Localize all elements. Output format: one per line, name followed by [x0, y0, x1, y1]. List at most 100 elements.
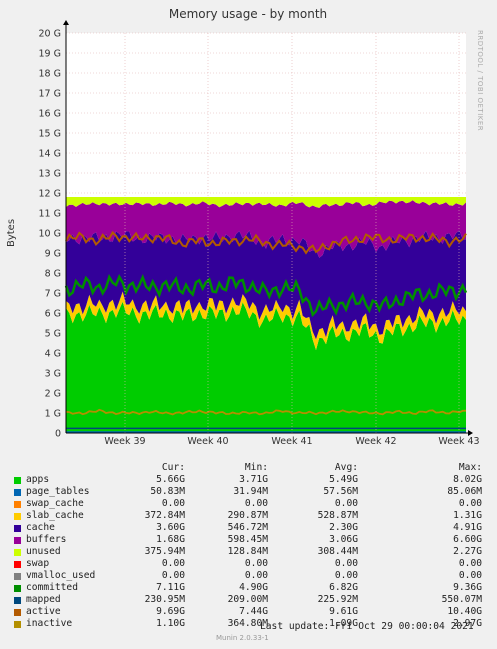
- legend-min-value: 4.90G: [239, 582, 268, 593]
- area-apps: [66, 301, 466, 433]
- legend-avg-value: 2.30G: [329, 522, 358, 533]
- legend-avg-value: 0.00: [334, 570, 358, 581]
- legend-series-name: buffers: [26, 534, 67, 545]
- y-tick-label: 1 G: [45, 409, 61, 420]
- y-tick-label: 8 G: [45, 269, 61, 280]
- y-tick-label: 10 G: [39, 229, 61, 240]
- x-tick-label: Week 43: [438, 436, 479, 447]
- legend-min-value: 598.45M: [227, 534, 268, 545]
- legend-header-avg: Avg:: [334, 462, 358, 473]
- legend-series-name: inactive: [26, 618, 73, 629]
- x-tick-label: Week 42: [355, 436, 396, 447]
- legend-avg-value: 5.49G: [329, 474, 358, 485]
- legend-cur-value: 0.00: [161, 558, 185, 569]
- legend-series-name: active: [26, 606, 61, 617]
- legend-max-value: 8.02G: [453, 474, 482, 485]
- legend: Cur: Min: Avg: Max: apps 5.66G 3.71G 5.49G 8…: [0, 462, 497, 630]
- legend-header: Cur: Min: Avg: Max:: [0, 462, 497, 474]
- legend-min-value: 0.00: [244, 498, 268, 509]
- legend-cur-value: 7.11G: [156, 582, 185, 593]
- legend-min-value: 546.72M: [227, 522, 268, 533]
- y-tick-label: 2 G: [45, 389, 61, 400]
- legend-min-value: 128.84M: [227, 546, 268, 557]
- munin-version: Munin 2.0.33-1: [216, 634, 269, 642]
- y-tick-label: 20 G: [39, 29, 61, 40]
- legend-swatch: [14, 489, 21, 496]
- legend-header-cur: Cur:: [161, 462, 185, 473]
- y-tick-label: 15 G: [39, 129, 61, 140]
- legend-max-value: 9.36G: [453, 582, 482, 593]
- legend-swatch: [14, 573, 21, 580]
- y-tick-label: 0: [55, 429, 61, 440]
- legend-avg-value: 3.06G: [329, 534, 358, 545]
- legend-series-name: swap: [26, 558, 50, 569]
- legend-cur-value: 1.68G: [156, 534, 185, 545]
- legend-cur-value: 0.00: [161, 498, 185, 509]
- legend-series-name: page_tables: [26, 486, 90, 497]
- legend-series-name: slab_cache: [26, 510, 84, 521]
- y-tick-label: 14 G: [39, 149, 61, 160]
- legend-min-value: 290.87M: [227, 510, 268, 521]
- legend-max-value: 550.07M: [441, 594, 482, 605]
- area-slab-cache: [66, 291, 466, 350]
- legend-row-page-tables: page_tables 50.83M 31.94M 57.56M 85.06M: [0, 486, 497, 498]
- legend-header-max: Max:: [458, 462, 482, 473]
- x-axis-arrow: [468, 430, 473, 436]
- y-tick-label: 11 G: [39, 209, 61, 220]
- legend-cur-value: 9.69G: [156, 606, 185, 617]
- y-tick-label: 7 G: [45, 289, 61, 300]
- area-cache: [66, 230, 466, 340]
- legend-cur-value: 230.95M: [144, 594, 185, 605]
- area-unused: [66, 197, 466, 208]
- legend-max-value: 2.97G: [453, 618, 482, 629]
- legend-swatch: [14, 549, 21, 556]
- plot-area: 0 1 G 2 G 3 G 4 G 5 G 6 G 7 G 8 G 9 G 10 G 11 G 12 G…: [39, 20, 480, 447]
- legend-row-cache: cache 3.60G 546.72M 2.30G 4.91G: [0, 522, 497, 534]
- area-buffers: [66, 200, 466, 258]
- legend-cur-value: 5.66G: [156, 474, 185, 485]
- legend-max-value: 0.00: [458, 558, 482, 569]
- legend-swatch: [14, 597, 21, 604]
- legend-avg-value: 57.56M: [323, 486, 358, 497]
- y-tick-label: 18 G: [39, 69, 61, 80]
- y-tick-label: 12 G: [39, 189, 61, 200]
- legend-max-value: 85.06M: [447, 486, 482, 497]
- y-tick-label: 17 G: [39, 89, 61, 100]
- legend-series-name: mapped: [26, 594, 61, 605]
- legend-row-swap-cache: swap_cache 0.00 0.00 0.00 0.00: [0, 498, 497, 510]
- legend-swatch: [14, 609, 21, 616]
- legend-row-inactive: inactive 1.10G 364.80M 1.09G 2.97G: [0, 618, 497, 630]
- y-tick-label: 13 G: [39, 169, 61, 180]
- legend-max-value: 10.40G: [447, 606, 482, 617]
- legend-avg-value: 9.61G: [329, 606, 358, 617]
- legend-max-value: 1.31G: [453, 510, 482, 521]
- legend-row-vmalloc-used: vmalloc_used 0.00 0.00 0.00 0.00: [0, 570, 497, 582]
- legend-row-active: active 9.69G 7.44G 9.61G 10.40G: [0, 606, 497, 618]
- legend-avg-value: 308.44M: [317, 546, 358, 557]
- legend-swatch: [14, 501, 21, 508]
- legend-max-value: 0.00: [458, 498, 482, 509]
- legend-row-apps: apps 5.66G 3.71G 5.49G 8.02G: [0, 474, 497, 486]
- memory-chart: Memory usage - by month Bytes 0 1 G 2 G 3 G…: [6, 7, 480, 447]
- last-update: Last update: Fri Oct 29 00:00:04 2021: [260, 621, 474, 632]
- legend-min-value: 364.80M: [227, 618, 268, 629]
- legend-max-value: 6.60G: [453, 534, 482, 545]
- y-tick-label: 4 G: [45, 349, 61, 360]
- line-inactive: [65, 408, 467, 416]
- line-active: [65, 230, 467, 255]
- legend-min-value: 31.94M: [233, 486, 268, 497]
- legend-cur-value: 0.00: [161, 570, 185, 581]
- legend-min-value: 0.00: [244, 570, 268, 581]
- legend-swatch: [14, 561, 21, 568]
- legend-cur-value: 375.94M: [144, 546, 185, 557]
- legend-series-name: cache: [26, 522, 55, 533]
- legend-series-name: vmalloc_used: [26, 570, 96, 581]
- legend-avg-value: 0.00: [334, 498, 358, 509]
- y-tick-label: 19 G: [39, 49, 61, 60]
- legend-cur-value: 372.84M: [144, 510, 185, 521]
- legend-min-value: 3.71G: [239, 474, 268, 485]
- legend-swatch: [14, 585, 21, 592]
- legend-swatch: [14, 525, 21, 532]
- y-axis-arrow: [63, 20, 69, 25]
- chart-title: Memory usage - by month: [169, 7, 327, 21]
